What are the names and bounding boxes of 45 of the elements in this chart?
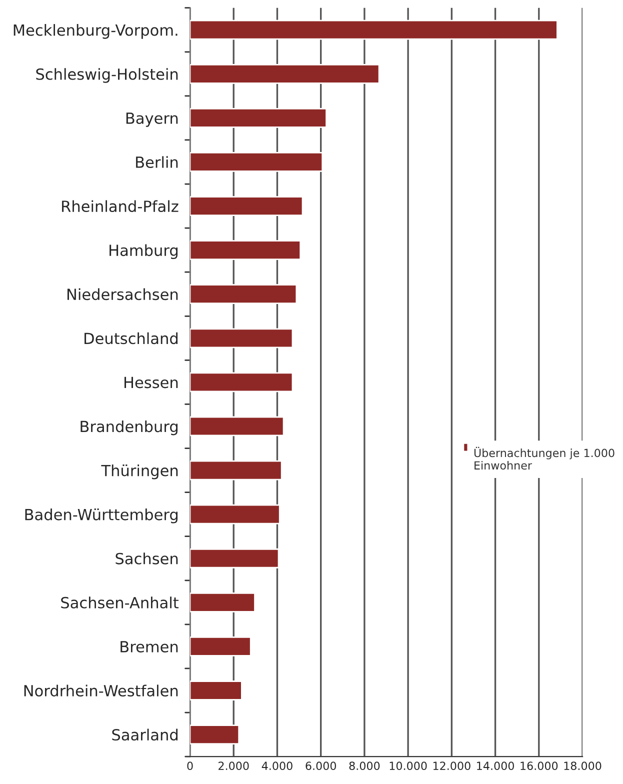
x-tick-label: 0	[187, 762, 193, 770]
y-tick-label: Bayern	[126, 112, 178, 127]
y-tick-label: Schleswig-Holstein	[36, 68, 178, 83]
x-tick-label: 16.000	[520, 762, 558, 770]
bar	[190, 328, 294, 348]
x-tick-label: 2.000	[218, 762, 249, 770]
bar	[190, 64, 380, 84]
y-tick-label: Niedersachsen	[68, 288, 178, 300]
bar	[190, 460, 282, 480]
y-tick-label: Hamburg	[110, 244, 178, 260]
y-tick-label: Sachsen	[116, 552, 178, 564]
y-tick-label: Nordrhein-Westfalen	[24, 684, 178, 697]
y-tick-label: Deutschland	[84, 332, 178, 344]
x-tick-label: 6.000	[306, 762, 336, 770]
bar	[190, 284, 298, 304]
bar	[190, 592, 256, 612]
bar	[190, 240, 302, 260]
x-tick-label: 10.000	[390, 762, 427, 770]
y-tick-label: Brandenburg	[80, 420, 178, 436]
x-tick-label: 18.000	[564, 762, 602, 770]
legend-label: Übernachtungen je 1.000 Einwohner	[474, 446, 614, 470]
y-tick-label: Mecklenburg-Vorpom.	[14, 24, 178, 39]
y-tick-label: Saarland	[112, 728, 178, 741]
x-tick-label: 12.000	[433, 762, 470, 770]
x-tick-label: 4.000	[262, 762, 292, 770]
bar	[190, 108, 327, 128]
x-tick-label: 14.000	[477, 762, 514, 770]
bar	[190, 680, 242, 700]
y-tick-label: Hessen	[124, 376, 178, 388]
y-tick-label: Sachsen-Anhalt	[61, 596, 179, 608]
bar	[190, 724, 240, 744]
bar	[190, 372, 294, 392]
bar	[190, 636, 252, 656]
x-tick-label: 8.000	[349, 762, 380, 770]
bar	[190, 196, 304, 216]
bar	[190, 548, 280, 568]
y-tick-label: Thüringen	[101, 464, 178, 480]
y-tick-label: Rheinland-Pfalz	[62, 200, 178, 212]
bar	[190, 152, 324, 172]
y-tick-label: Bremen	[120, 641, 178, 652]
y-tick-label: Baden-Württemberg	[25, 508, 178, 524]
bar	[190, 416, 284, 436]
y-tick-label: Berlin	[136, 156, 178, 168]
bar	[190, 504, 280, 524]
bar	[190, 20, 558, 40]
